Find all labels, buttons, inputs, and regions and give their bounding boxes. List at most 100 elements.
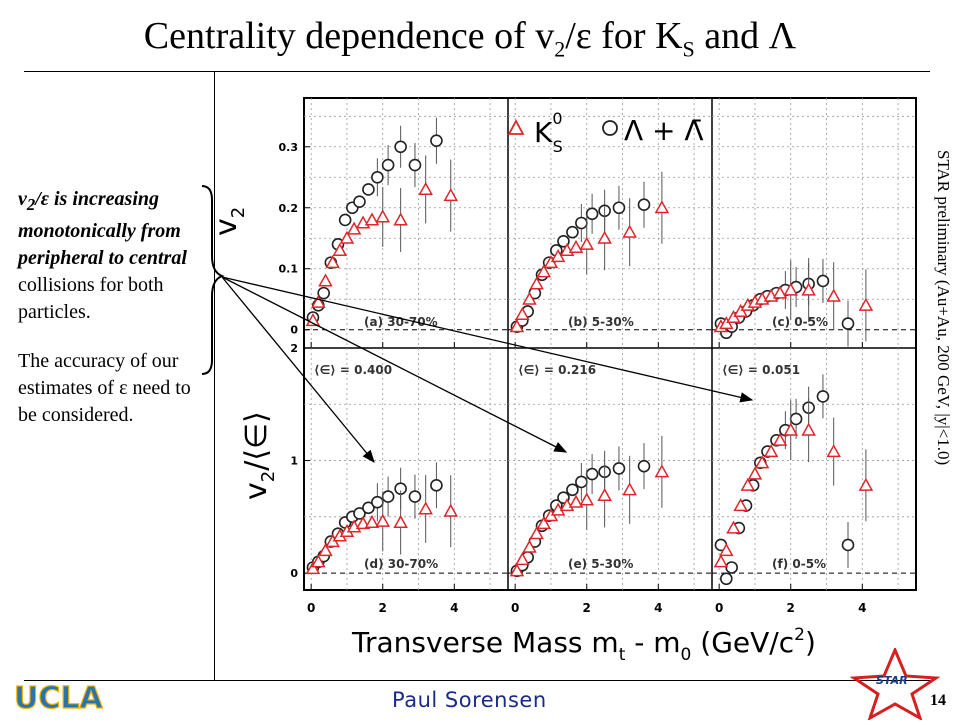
x-axis-title-sup: 2: [794, 625, 805, 645]
ks-point: [740, 477, 756, 491]
y-axis-title-bottom: v2/⟨∈⟩: [239, 411, 279, 500]
page-number: 14: [930, 692, 946, 709]
y-tick-label: 0.2: [279, 202, 299, 215]
y-tick-label: 0.1: [279, 263, 299, 276]
y-axis-title-sub: 2: [228, 207, 249, 218]
lambda-point: [353, 507, 366, 520]
annotation-emphasis: v2/ε is increasing monotonically from pe…: [18, 188, 187, 269]
footer-rule: [24, 680, 930, 681]
ks-point: [826, 288, 841, 302]
x-axis-title-part: ): [805, 626, 816, 659]
ks-point: [418, 181, 433, 196]
x-axis-title-sub: 0: [681, 645, 692, 665]
ks-point: [726, 520, 741, 534]
ks-point: [763, 444, 779, 458]
ks-point: [801, 422, 816, 436]
x-axis-title-part: (GeV/c: [691, 626, 794, 659]
panel-label: (e) 5-30%: [568, 557, 633, 571]
panel-label: (f) 0-5%: [772, 557, 826, 571]
legend-ks-sup: 0: [552, 109, 562, 128]
ucla-logo: UCLA: [13, 680, 114, 719]
panel-bottom-1: (e) 5-30%: [508, 348, 712, 590]
ks-point: [339, 230, 355, 244]
panel-label: (c) 0-5%: [772, 315, 828, 329]
panel-top-1: (b) 5-30% ⟨∈⟩ = 0.216: [508, 98, 712, 377]
y-tick-label: 0: [290, 324, 298, 337]
ks-point: [597, 487, 612, 502]
ks-point: [375, 209, 391, 223]
ks-point: [515, 552, 530, 566]
lambda-point: [841, 538, 855, 552]
panel-top-0: 0 0.1 0.2 0.3 (a) 30-70% ⟨∈⟩ = 0.400: [279, 98, 508, 377]
ks-point: [332, 242, 348, 256]
lambda-point: [371, 170, 384, 184]
ks-point: [568, 239, 584, 253]
lambda-point: [637, 459, 651, 473]
ks-point: [325, 255, 340, 269]
x-tick-label: 0: [307, 601, 315, 615]
lambda-point: [408, 490, 422, 503]
legend-lambda-marker: [602, 120, 618, 136]
lambda-point: [362, 183, 375, 196]
x-tick-label: 4: [858, 601, 866, 615]
ks-point: [529, 526, 544, 540]
title-rule: [24, 71, 930, 72]
lambda-point: [381, 490, 395, 503]
x-tick-label: 4: [654, 601, 662, 615]
lambda-point: [371, 495, 384, 509]
ks-point: [622, 482, 637, 496]
lambda-point: [585, 207, 599, 221]
ks-point: [754, 455, 770, 469]
legend: K0 S Λ + Λ̄: [507, 109, 704, 156]
lambda-point: [575, 475, 588, 489]
annotation-brace: [201, 185, 225, 375]
x-tick-label: 2: [787, 601, 795, 615]
ks-point: [622, 224, 637, 238]
svg-text:STAR: STAR: [876, 674, 908, 687]
lambda-point: [430, 134, 443, 147]
x-tick-label: 2: [379, 601, 387, 615]
y-tick-label: 1: [290, 455, 298, 468]
ks-point: [418, 501, 433, 515]
lambda-point: [612, 462, 626, 475]
ks-point: [375, 513, 391, 527]
lambda-point: [725, 561, 738, 574]
x-axis-title: Transverse Mass mt - m0 (GeV/c2): [351, 625, 816, 665]
lambda-point: [394, 140, 407, 154]
slide-title: Centrality dependence of v2/ε for KS and…: [143, 15, 797, 62]
ks-point: [393, 212, 408, 226]
panel-label: (b) 5-30%: [568, 315, 634, 329]
y-axis-title-rest: /⟨∈⟩: [239, 411, 274, 471]
ks-point: [305, 313, 321, 327]
ks-point: [311, 294, 326, 308]
panel-top-2: (c) 0-5% ⟨∈⟩ = 0.051: [712, 98, 916, 377]
ks-point: [579, 236, 595, 250]
left-vertical-rule: [214, 71, 215, 681]
x-tick-label: 0: [511, 601, 519, 615]
plot-frame: [303, 97, 917, 591]
panel-label: (a) 30-70%: [364, 315, 438, 329]
ks-point: [536, 264, 552, 278]
panel-bottom-0: 0 1 2 (d) 30-70%: [290, 342, 508, 590]
ks-point: [393, 514, 408, 529]
ks-point: [443, 188, 459, 202]
epsilon-label: ⟨∈⟩ = 0.051: [722, 363, 800, 377]
x-axis-title-sub: t: [619, 645, 626, 665]
footer-author: Paul Sorensen: [392, 688, 547, 712]
lambda-point: [566, 225, 579, 239]
panel-bottom-2: (f) 0-5%: [712, 348, 916, 590]
lambda-point: [353, 195, 366, 208]
y-tick-label: 0: [290, 567, 298, 580]
lambda-point: [408, 158, 422, 172]
lambda-point: [585, 467, 599, 481]
ks-point: [654, 200, 670, 214]
ks-point: [719, 543, 734, 557]
ks-point: [858, 297, 874, 311]
x-tick-label: 2: [583, 601, 591, 615]
lambda-point: [557, 234, 570, 248]
ks-point: [318, 543, 333, 557]
ks-point: [858, 477, 874, 491]
lambda-point: [816, 274, 830, 288]
x-tick-label: 0: [715, 601, 723, 615]
legend-ks-marker: [507, 119, 525, 135]
